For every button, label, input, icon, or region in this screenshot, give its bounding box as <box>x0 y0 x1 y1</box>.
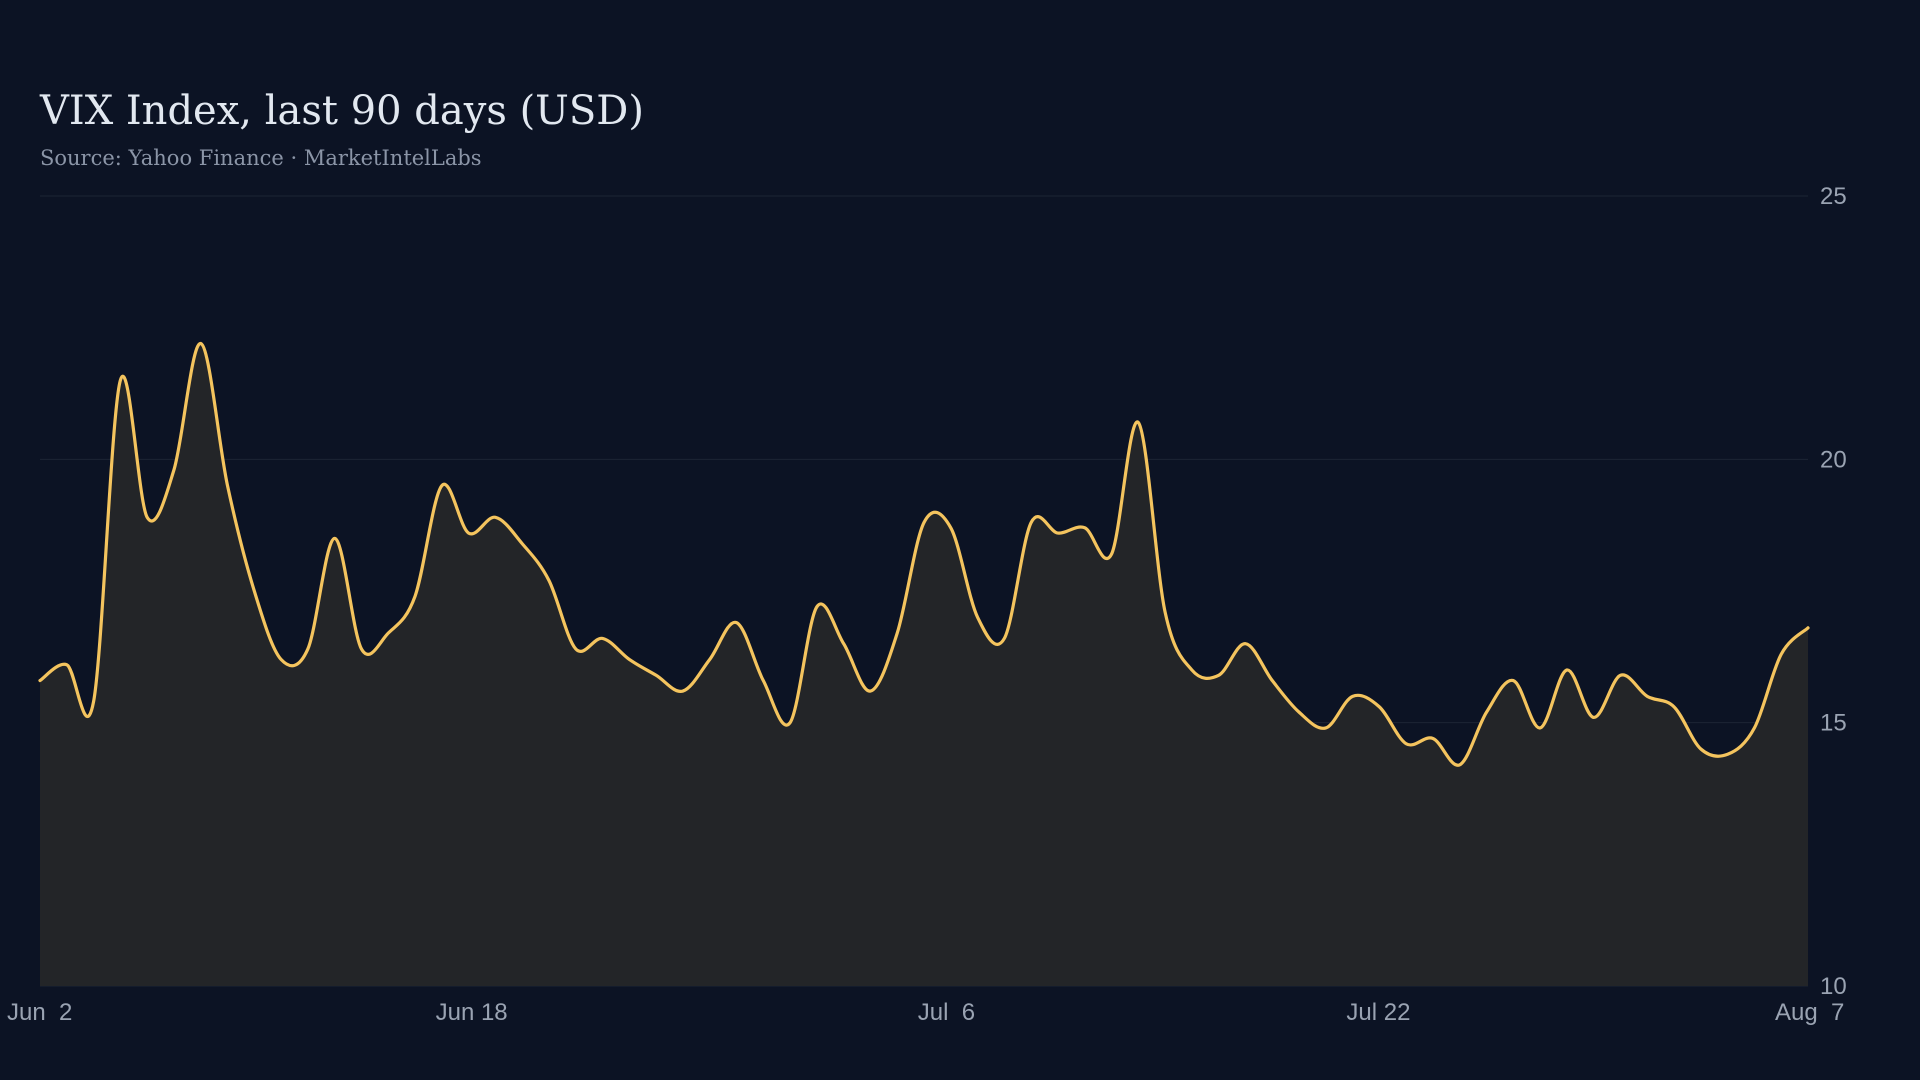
y-tick-label: 20 <box>1820 446 1847 473</box>
x-tick-label: Jul 22 <box>1346 999 1410 1026</box>
y-tick-label: 25 <box>1820 183 1847 210</box>
series-line <box>38 341 1810 767</box>
y-tick-label: 15 <box>1820 710 1847 737</box>
chart-title: VIX Index, last 90 days (USD) <box>40 88 644 134</box>
y-tick-label: 10 <box>1820 973 1847 1000</box>
y-axis-ticks: 10 15 20 25 <box>1820 183 1847 1000</box>
chart-subtitle: Source: Yahoo Finance · MarketIntelLabs <box>40 146 482 170</box>
x-tick-label: Aug 7 <box>1775 999 1844 1026</box>
x-tick-label: Jul 6 <box>918 999 975 1026</box>
x-tick-label: Jun 2 <box>7 999 72 1026</box>
series-area <box>40 343 1808 987</box>
x-tick-label: Jun 18 <box>436 999 508 1026</box>
